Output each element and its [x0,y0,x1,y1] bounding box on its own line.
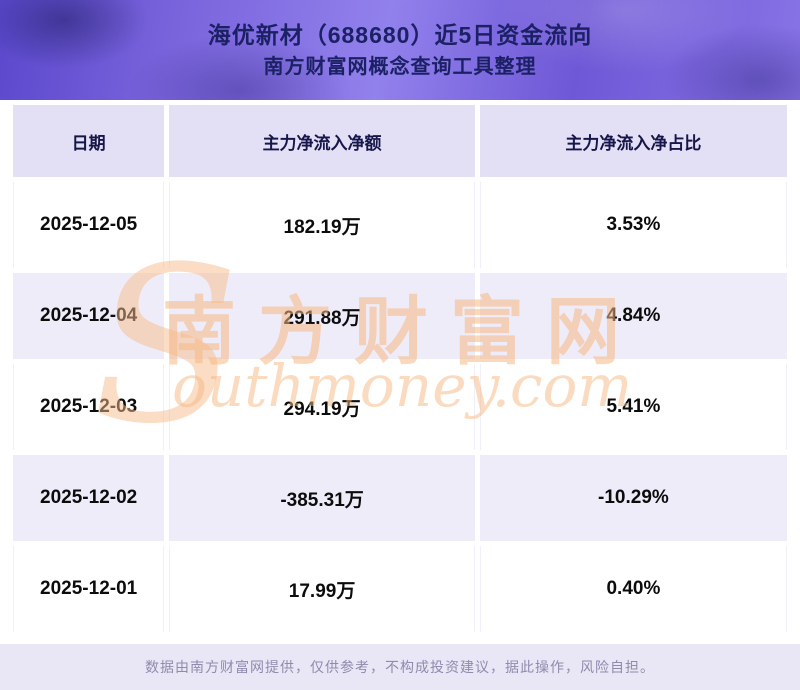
cell-net-inflow: 294.19万 [169,364,475,450]
table-row: 2025-12-05 182.19万 3.53% [13,182,787,268]
disclaimer-bar: 数据由南方财富网提供，仅供参考，不构成投资建议，据此操作，风险自担。 [0,644,800,690]
table-area: 日期 主力净流入净额 主力净流入净占比 2025-12-05 182.19万 3… [0,100,800,644]
table-row: 2025-12-03 294.19万 5.41% [13,364,787,450]
cell-net-inflow-ratio: 5.41% [479,364,787,450]
cell-date: 2025-12-01 [13,546,165,632]
banner: 海优新材（688680）近5日资金流向 南方财富网概念查询工具整理 [0,0,800,100]
disclaimer-text: 数据由南方财富网提供，仅供参考，不构成投资建议，据此操作，风险自担。 [145,659,655,675]
table-row: 2025-12-04 291.88万 4.84% [13,273,787,359]
table-row: 2025-12-02 -385.31万 -10.29% [13,455,787,541]
page-title: 海优新材（688680）近5日资金流向 [207,22,593,48]
cell-net-inflow-ratio: -10.29% [479,455,787,541]
table-header-row: 日期 主力净流入净额 主力净流入净占比 [13,105,787,177]
col-header-net-inflow-ratio: 主力净流入净占比 [479,105,787,177]
col-header-net-inflow: 主力净流入净额 [169,105,475,177]
cell-net-inflow-ratio: 0.40% [479,546,787,632]
cell-date: 2025-12-03 [13,364,165,450]
cell-date: 2025-12-02 [13,455,165,541]
cell-net-inflow: -385.31万 [169,455,475,541]
fund-flow-table: 日期 主力净流入净额 主力净流入净占比 2025-12-05 182.19万 3… [8,100,792,637]
cell-net-inflow: 182.19万 [169,182,475,268]
cell-date: 2025-12-05 [13,182,165,268]
cell-net-inflow: 17.99万 [169,546,475,632]
cell-net-inflow-ratio: 4.84% [479,273,787,359]
table-row: 2025-12-01 17.99万 0.40% [13,546,787,632]
cell-date: 2025-12-04 [13,273,165,359]
page-subtitle: 南方财富网概念查询工具整理 [263,56,537,78]
cell-net-inflow: 291.88万 [169,273,475,359]
col-header-date: 日期 [13,105,165,177]
cell-net-inflow-ratio: 3.53% [479,182,787,268]
